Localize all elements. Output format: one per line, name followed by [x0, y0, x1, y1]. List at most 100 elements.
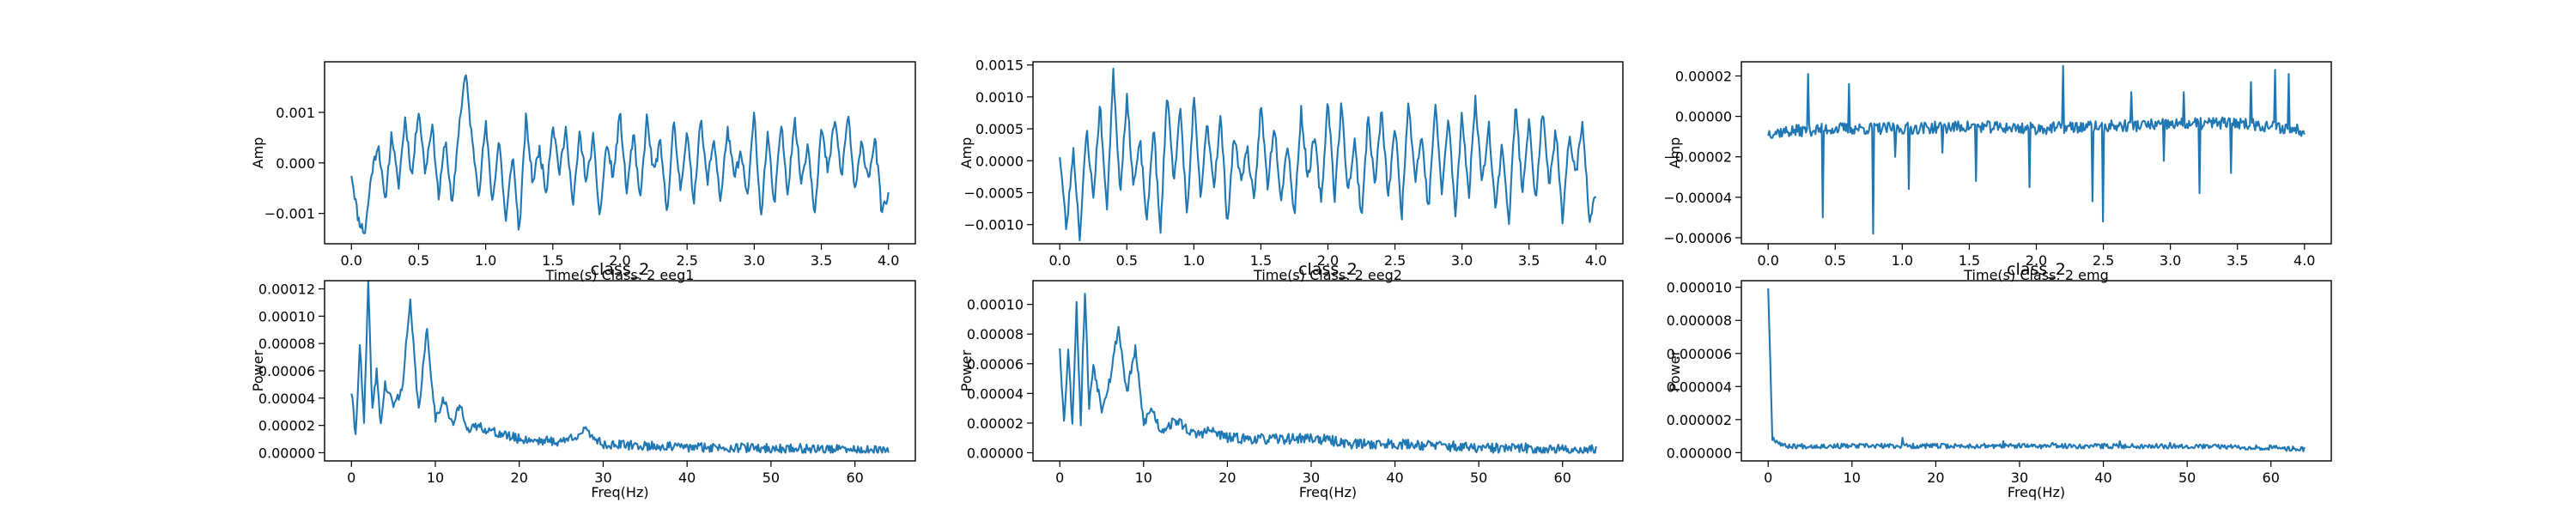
- y-tick-label: 0.00002: [258, 418, 315, 434]
- y-tick-label: 0.00000: [1675, 109, 1732, 125]
- x-tick-label: 60: [1554, 470, 1571, 486]
- chart-eeg2-power: 0 10 20 30 40 50 60 0.00000 0.00002 0.00004 0.0000…: [958, 260, 1624, 500]
- x-tick-label: 2.0: [2026, 252, 2047, 269]
- x-tick-label: 0.5: [1825, 252, 1846, 269]
- x-tick-label: 0: [1764, 470, 1772, 486]
- x-tick-label: 10: [1844, 470, 1861, 486]
- chart-emg-power: 0 10 20 30 40 50 60 0.000000 0.000002 0.000004 0.0…: [1667, 260, 2332, 500]
- y-tick-label: 0.000: [276, 155, 315, 172]
- x-tick-label: 30: [594, 470, 611, 486]
- x-tick-label: 4.0: [2293, 252, 2315, 269]
- y-tick-label: 0.000004: [1667, 379, 1732, 395]
- x-tick-label: 1.5: [1250, 252, 1272, 269]
- x-tick-label: 10: [427, 470, 444, 486]
- x-tick-label: 20: [1927, 470, 1944, 486]
- x-tick-label: 2.5: [1384, 252, 1406, 269]
- y-axis-label: Power: [250, 349, 266, 391]
- series-line-eeg1-time: [350, 74, 890, 234]
- y-axis-label: Power: [958, 349, 975, 391]
- x-axis-label: Time(s) Class: 2 eeg1: [545, 267, 695, 283]
- x-tick-label: 60: [846, 470, 863, 486]
- y-tick-label: 0.000000: [1667, 445, 1732, 461]
- x-axis-label: Time(s) Class: 2 emg: [1963, 267, 2108, 283]
- y-tick-label: 0.00012: [258, 282, 315, 298]
- x-tick-label: 1.5: [542, 252, 563, 269]
- series-line-emg-time: [1767, 64, 2306, 235]
- x-tick-label: 50: [2178, 470, 2196, 486]
- x-axis-label: Freq(Hz): [1299, 484, 1357, 500]
- y-tick-label: 0.0015: [975, 58, 1024, 74]
- x-tick-label: 0.0: [341, 252, 362, 269]
- x-axis-label: Time(s) Class: 2 eeg2: [1253, 267, 1402, 283]
- series-line-eeg1-power: [350, 280, 890, 454]
- x-tick-label: 0.5: [1116, 252, 1138, 269]
- y-tick-label: 0.00010: [258, 308, 315, 324]
- y-tick-label: 0.000002: [1667, 412, 1732, 428]
- y-tick-label: −0.0010: [964, 217, 1024, 233]
- x-tick-label: 0.5: [408, 252, 429, 269]
- y-tick-label: −0.001: [264, 206, 315, 222]
- chart-title: class_2: [1298, 260, 1358, 279]
- x-tick-label: 2.0: [609, 252, 630, 269]
- x-tick-label: 40: [678, 470, 696, 486]
- y-tick-label: 0.0010: [975, 89, 1024, 106]
- y-tick-label: −0.00004: [1663, 190, 1732, 206]
- y-tick-label: −0.00006: [1663, 230, 1732, 246]
- x-tick-label: 10: [1135, 470, 1152, 486]
- chart-eeg1-power: 0 10 20 30 40 50 60 0.00000 0.00002 0.00004 0.0000…: [250, 260, 916, 500]
- x-tick-label: 2.5: [2093, 252, 2114, 269]
- y-tick-label: 0.00006: [967, 356, 1024, 373]
- x-tick-label: 60: [2263, 470, 2280, 486]
- y-tick-label: 0.000006: [1667, 346, 1732, 362]
- y-tick-label: 0.000008: [1667, 312, 1732, 329]
- y-axis-label: Power: [1667, 349, 1683, 391]
- y-axis-label: Amp: [250, 137, 266, 169]
- x-tick-label: 0.0: [1049, 252, 1071, 269]
- y-tick-label: 0.00002: [967, 415, 1024, 432]
- x-tick-label: 4.0: [878, 252, 899, 269]
- chart-title: class_2: [2007, 260, 2066, 279]
- chart-emg-time: 0.0 0.5 1.0 1.5 2.0 2.5 3.0 3.5 4.0 −0.00006 −0.00…: [1663, 61, 2332, 283]
- y-tick-label: 0.00008: [967, 326, 1024, 342]
- x-tick-label: 1.0: [1183, 252, 1205, 269]
- y-tick-label: 0.00002: [1675, 68, 1732, 84]
- x-tick-label: 0.0: [1758, 252, 1779, 269]
- x-tick-label: 40: [1386, 470, 1403, 486]
- x-tick-label: 2.0: [1317, 252, 1339, 269]
- y-tick-label: −0.00002: [1663, 149, 1732, 166]
- chart-title: class_2: [591, 260, 650, 279]
- y-tick-label: 0.0000: [975, 153, 1024, 169]
- y-axis-label: Amp: [958, 137, 975, 169]
- y-tick-label: 0.00004: [258, 391, 315, 407]
- y-axis-label: Amp: [1667, 137, 1683, 169]
- series-line-eeg2-power: [1059, 293, 1597, 454]
- y-tick-label: 0.000010: [1667, 280, 1732, 296]
- x-tick-label: 1.0: [1892, 252, 1913, 269]
- x-tick-label: 50: [762, 470, 780, 486]
- chart-eeg2-time: 0.0 0.5 1.0 1.5 2.0 2.5 3.0 3.5 4.0 −0.0010 −0.000…: [958, 58, 1624, 283]
- y-tick-label: 0.001: [276, 105, 315, 121]
- x-tick-label: 40: [2094, 470, 2111, 486]
- chart-eeg1-time: 0.0 0.5 1.0 1.5 2.0 2.5 3.0 3.5 4.0 −0.001 0.000 0.…: [250, 61, 916, 283]
- y-tick-label: 0.00000: [258, 445, 315, 461]
- x-tick-label: 3.0: [2160, 252, 2181, 269]
- y-tick-label: 0.00004: [967, 385, 1024, 402]
- x-tick-label: 20: [511, 470, 528, 486]
- axes-frame: [1032, 280, 1624, 462]
- x-tick-label: 3.5: [811, 252, 832, 269]
- x-tick-label: 50: [1470, 470, 1487, 486]
- y-tick-label: 0.00006: [258, 363, 315, 379]
- x-tick-label: 30: [1303, 470, 1320, 486]
- x-tick-label: 3.5: [2227, 252, 2248, 269]
- x-tick-label: 0: [1055, 470, 1064, 486]
- series-line-emg-power: [1767, 288, 2306, 452]
- x-axis-label: Freq(Hz): [591, 484, 648, 500]
- y-tick-label: −0.0005: [964, 185, 1024, 201]
- x-tick-label: 3.0: [744, 252, 765, 269]
- series-line-eeg2-time: [1059, 67, 1597, 242]
- x-tick-label: 30: [2011, 470, 2028, 486]
- x-tick-label: 1.5: [1959, 252, 1980, 269]
- y-tick-label: 0.0005: [975, 121, 1024, 137]
